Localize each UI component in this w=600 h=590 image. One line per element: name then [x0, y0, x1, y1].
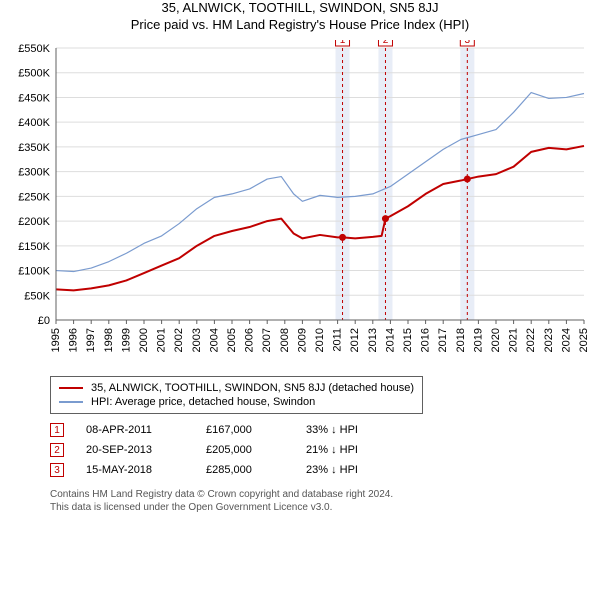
svg-text:1: 1 [340, 40, 346, 46]
event-date: 15-MAY-2018 [86, 464, 206, 476]
event-date: 20-SEP-2013 [86, 444, 206, 456]
svg-text:£50K: £50K [24, 290, 50, 302]
svg-text:£550K: £550K [18, 43, 50, 55]
legend-row: HPI: Average price, detached house, Swin… [59, 395, 414, 409]
svg-text:2000: 2000 [138, 328, 150, 352]
svg-text:£450K: £450K [18, 92, 50, 104]
svg-text:2020: 2020 [490, 328, 502, 352]
svg-text:2001: 2001 [156, 328, 168, 352]
footer-line2: This data is licensed under the Open Gov… [50, 501, 600, 514]
svg-text:2013: 2013 [367, 328, 379, 352]
footer-attribution: Contains HM Land Registry data © Crown c… [50, 488, 600, 514]
svg-text:2022: 2022 [525, 328, 537, 352]
svg-text:1997: 1997 [85, 328, 97, 352]
svg-text:2021: 2021 [508, 328, 520, 352]
legend-swatch [59, 401, 83, 402]
svg-text:2005: 2005 [226, 328, 238, 352]
event-row: 1 08-APR-2011£167,00033% ↓ HPI [50, 420, 600, 440]
event-price: £205,000 [206, 444, 306, 456]
chart-legend: 35, ALNWICK, TOOTHILL, SWINDON, SN5 8JJ … [50, 376, 423, 414]
svg-text:1996: 1996 [68, 328, 80, 352]
event-marker: 1 [50, 423, 64, 437]
chart-title: 35, ALNWICK, TOOTHILL, SWINDON, SN5 8JJ [0, 0, 600, 15]
event-marker: 3 [50, 463, 64, 477]
svg-text:£100K: £100K [18, 266, 50, 278]
svg-text:2: 2 [383, 40, 389, 46]
svg-text:£400K: £400K [18, 117, 50, 129]
svg-text:1999: 1999 [120, 328, 132, 352]
svg-text:2012: 2012 [349, 328, 361, 352]
svg-text:2023: 2023 [543, 328, 555, 352]
svg-text:2006: 2006 [244, 328, 256, 352]
svg-text:£250K: £250K [18, 191, 50, 203]
svg-text:2018: 2018 [455, 328, 467, 352]
svg-text:2011: 2011 [332, 328, 344, 352]
chart-svg: £0 £50K £100K £150K £200K £250K £300K £350K £400… [10, 40, 590, 370]
svg-text:2009: 2009 [296, 328, 308, 352]
svg-text:2015: 2015 [402, 328, 414, 352]
legend-label: HPI: Average price, detached house, Swin… [91, 396, 315, 408]
svg-text:2024: 2024 [560, 328, 572, 352]
svg-text:2014: 2014 [384, 328, 396, 352]
svg-text:£500K: £500K [18, 68, 50, 80]
event-marker: 2 [50, 443, 64, 457]
footer-line1: Contains HM Land Registry data © Crown c… [50, 488, 600, 501]
event-table: 1 08-APR-2011£167,00033% ↓ HPI 2 20-SEP-201… [50, 420, 600, 480]
svg-text:2008: 2008 [279, 328, 291, 352]
svg-text:£0: £0 [38, 315, 50, 327]
event-row: 2 20-SEP-2013£205,00021% ↓ HPI [50, 440, 600, 460]
svg-text:2007: 2007 [261, 328, 273, 352]
svg-text:£300K: £300K [18, 167, 50, 179]
event-diff: 21% ↓ HPI [306, 444, 426, 456]
legend-label: 35, ALNWICK, TOOTHILL, SWINDON, SN5 8JJ … [91, 382, 414, 394]
svg-text:2004: 2004 [208, 328, 220, 352]
svg-text:1998: 1998 [103, 328, 115, 352]
chart-subtitle: Price paid vs. HM Land Registry's House … [0, 17, 600, 32]
chart-plot: £0 £50K £100K £150K £200K £250K £300K £350K £400… [10, 40, 590, 370]
svg-text:2017: 2017 [437, 328, 449, 352]
event-row: 3 15-MAY-2018£285,00023% ↓ HPI [50, 460, 600, 480]
svg-text:3: 3 [465, 40, 471, 46]
event-diff: 23% ↓ HPI [306, 464, 426, 476]
svg-text:£150K: £150K [18, 241, 50, 253]
event-price: £285,000 [206, 464, 306, 476]
svg-text:2019: 2019 [472, 328, 484, 352]
svg-text:2003: 2003 [191, 328, 203, 352]
svg-text:2002: 2002 [173, 328, 185, 352]
legend-swatch [59, 387, 83, 389]
legend-row: 35, ALNWICK, TOOTHILL, SWINDON, SN5 8JJ … [59, 381, 414, 395]
svg-text:2010: 2010 [314, 328, 326, 352]
svg-text:2016: 2016 [420, 328, 432, 352]
event-diff: 33% ↓ HPI [306, 424, 426, 436]
event-price: £167,000 [206, 424, 306, 436]
svg-text:£350K: £350K [18, 142, 50, 154]
event-date: 08-APR-2011 [86, 424, 206, 436]
svg-text:2025: 2025 [578, 328, 590, 352]
svg-text:1995: 1995 [50, 328, 62, 352]
svg-text:£200K: £200K [18, 216, 50, 228]
